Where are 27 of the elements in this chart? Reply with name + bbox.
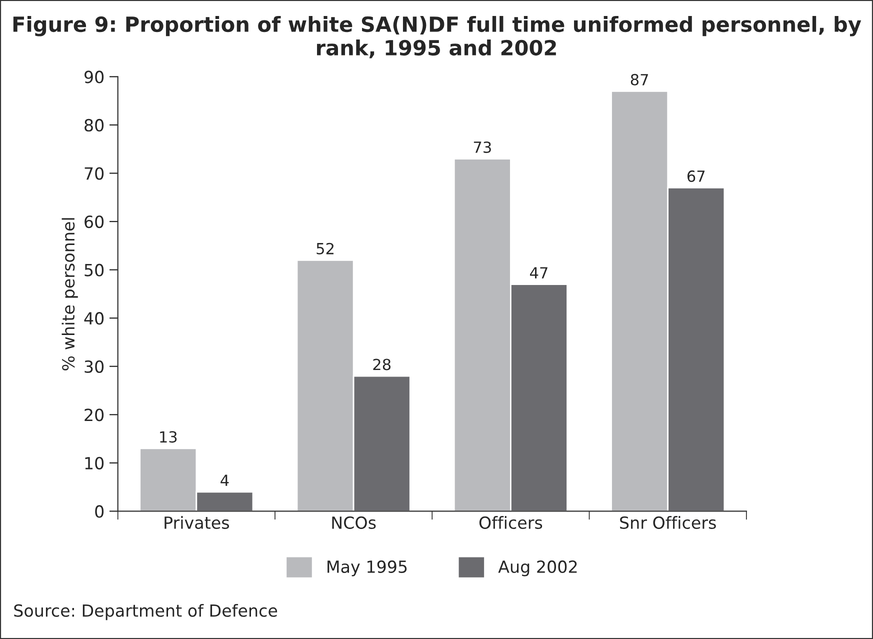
data-label: 87 <box>630 74 648 86</box>
data-label: 52 <box>316 242 334 254</box>
y-tick-label: 80 <box>84 118 104 132</box>
y-tick-label: 90 <box>84 70 104 84</box>
chart-title: Figure 9: Proportion of white SA(N)DF full time uniformed personnel, by rank, 1995 and 2002 <box>13 16 862 58</box>
y-tick-label: 10 <box>85 456 104 470</box>
data-label: 4 <box>220 474 229 486</box>
y-tick-label: 60 <box>84 215 104 228</box>
y-tick-label: 30 <box>84 360 104 373</box>
source-note: Source: Department of Defence <box>14 604 278 620</box>
y-tick-label: 40 <box>84 312 104 325</box>
data-label: 28 <box>373 358 391 370</box>
y-tick-label: 50 <box>84 264 104 276</box>
y-tick-label: 70 <box>84 167 104 180</box>
x-tick-label: Privates <box>164 516 230 529</box>
data-label: 47 <box>530 267 548 278</box>
x-tick-label: NCOs <box>332 516 376 529</box>
y-tick-label: 20 <box>84 408 104 422</box>
x-tick-label: Snr Officers <box>620 516 716 529</box>
data-label: 67 <box>687 170 705 182</box>
x-tick-label: Officers <box>479 516 542 529</box>
data-label: 13 <box>160 431 177 443</box>
y-tick-label: 0 <box>95 505 104 518</box>
data-label: 73 <box>474 141 491 154</box>
legend-label: May 1995 <box>328 560 407 576</box>
legend-label: Aug 2002 <box>498 560 577 576</box>
y-axis-title: % white personnel <box>62 218 78 370</box>
